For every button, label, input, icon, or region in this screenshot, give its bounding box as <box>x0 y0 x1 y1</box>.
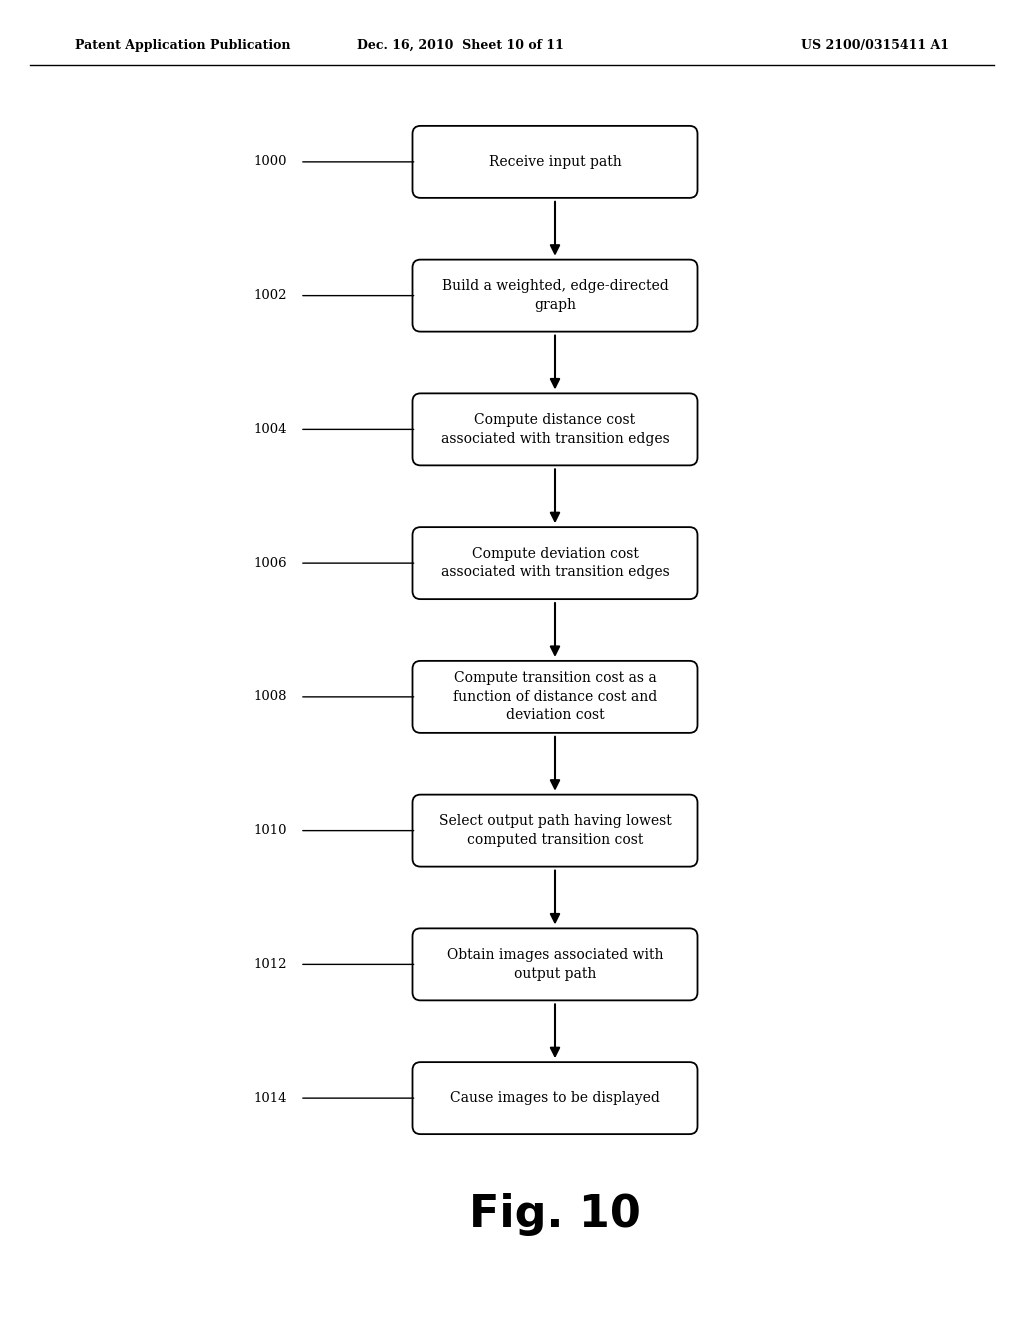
FancyBboxPatch shape <box>413 125 697 198</box>
Text: Compute deviation cost
associated with transition edges: Compute deviation cost associated with t… <box>440 546 670 579</box>
Text: 1014: 1014 <box>254 1092 287 1105</box>
Text: 1008: 1008 <box>254 690 287 704</box>
FancyBboxPatch shape <box>413 393 697 466</box>
FancyBboxPatch shape <box>413 527 697 599</box>
FancyBboxPatch shape <box>413 928 697 1001</box>
Text: US 2100/0315411 A1: US 2100/0315411 A1 <box>801 38 949 51</box>
Text: Cause images to be displayed: Cause images to be displayed <box>451 1092 659 1105</box>
Text: Compute transition cost as a
function of distance cost and
deviation cost: Compute transition cost as a function of… <box>453 672 657 722</box>
Text: Select output path having lowest
computed transition cost: Select output path having lowest compute… <box>438 814 672 847</box>
Text: 1012: 1012 <box>254 958 287 972</box>
Text: Dec. 16, 2010  Sheet 10 of 11: Dec. 16, 2010 Sheet 10 of 11 <box>357 38 564 51</box>
Text: 1002: 1002 <box>254 289 287 302</box>
FancyBboxPatch shape <box>413 260 697 331</box>
FancyBboxPatch shape <box>413 1063 697 1134</box>
Text: Compute distance cost
associated with transition edges: Compute distance cost associated with tr… <box>440 413 670 446</box>
Text: Patent Application Publication: Patent Application Publication <box>75 38 291 51</box>
Text: Build a weighted, edge-directed
graph: Build a weighted, edge-directed graph <box>441 280 669 312</box>
Text: Receive input path: Receive input path <box>488 154 622 169</box>
FancyBboxPatch shape <box>413 795 697 867</box>
Text: 1000: 1000 <box>254 156 287 169</box>
Text: 1010: 1010 <box>254 824 287 837</box>
Text: Fig. 10: Fig. 10 <box>469 1193 641 1237</box>
Text: 1006: 1006 <box>253 557 287 570</box>
FancyBboxPatch shape <box>413 661 697 733</box>
Text: Obtain images associated with
output path: Obtain images associated with output pat… <box>446 948 664 981</box>
Text: 1004: 1004 <box>254 422 287 436</box>
